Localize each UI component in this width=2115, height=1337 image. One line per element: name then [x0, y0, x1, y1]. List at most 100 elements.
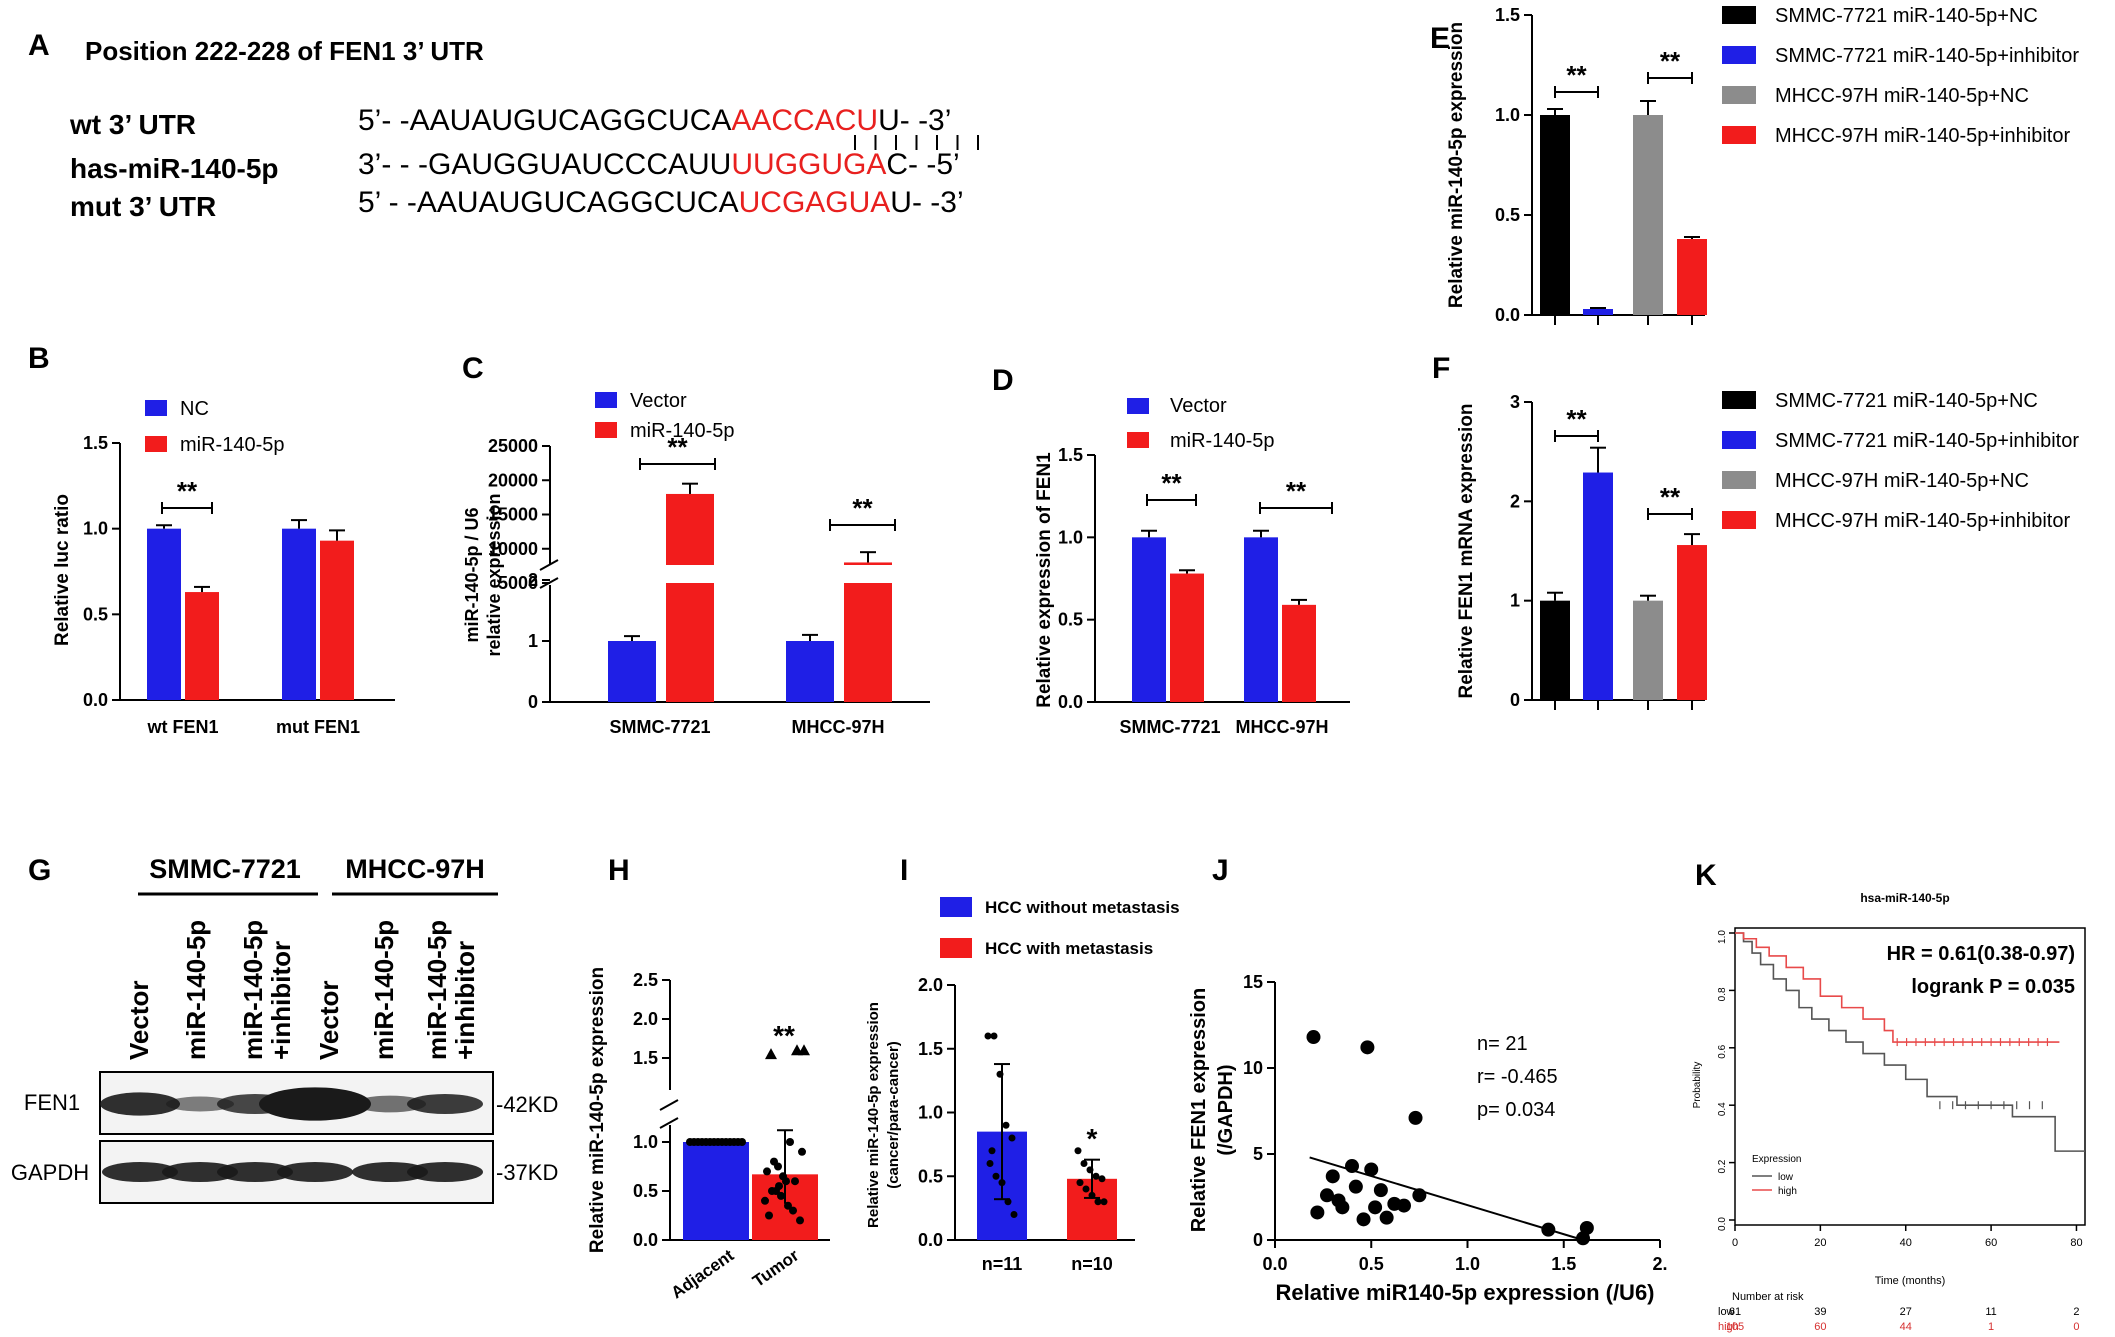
- panelH-point: [798, 1044, 810, 1056]
- panelE-bar: [1540, 115, 1570, 315]
- panelC-ticklabel: 10000: [488, 539, 538, 559]
- panelD-sig-stars: **: [1286, 476, 1307, 506]
- panel-letter-K: K: [1695, 859, 1717, 892]
- panelJ-stat: p= 0.034: [1477, 1099, 1555, 1121]
- panelK-hr: HR = 0.61(0.38-0.97): [1887, 943, 2075, 965]
- panelJ-point: [1319, 1188, 1334, 1203]
- panelK-xticklabel: 80: [2070, 1237, 2082, 1249]
- panelJ-xticklabel: 0.0: [1262, 1254, 1287, 1274]
- panelK-ylabel: Probability: [1692, 1062, 1703, 1109]
- panelC-bar: [786, 641, 834, 702]
- panelI-y-ticklabel: 2.0: [918, 975, 943, 995]
- panelD-legend-swatch: [1127, 398, 1149, 414]
- panelF-y-ticklabel: 3: [1510, 392, 1520, 412]
- panelH-bar: [683, 1142, 749, 1240]
- panelH-ticklabel: 0.0: [633, 1230, 658, 1250]
- panelF-legend-label: MHCC-97H miR-140-5p+inhibitor: [1775, 510, 2070, 532]
- panelH-ticklabel: 2.5: [633, 970, 658, 990]
- panelC-legend-label: miR-140-5p: [630, 420, 734, 442]
- panelG-band-GAPDH: [162, 1162, 238, 1182]
- panelC-bar: [608, 641, 656, 702]
- panelJ-xticklabel: 2.: [1652, 1254, 1667, 1274]
- panelF-bar: [1633, 600, 1663, 700]
- panelF-y-ticklabel: 1: [1510, 591, 1520, 611]
- panelD-legend-label: Vector: [1170, 395, 1227, 417]
- panelE-bar: [1633, 115, 1663, 315]
- panelH-ticklabel: 2.0: [633, 1009, 658, 1029]
- panelE-y-ticklabel: 1.5: [1495, 5, 1520, 25]
- panelE-legend-label: MHCC-97H miR-140-5p+inhibitor: [1775, 125, 2070, 147]
- panelC-legend-swatch: [595, 422, 617, 438]
- panelD-y-ticklabel: 1.0: [1058, 527, 1083, 547]
- panelF-sig-stars: **: [1660, 482, 1681, 512]
- panelB-y-ticklabel: 1.0: [83, 519, 108, 539]
- panelI-point: [1008, 1134, 1016, 1142]
- panelH-point: [761, 1196, 769, 1205]
- panelA-sequence: 5’- -AAUAUGUCAGGCUCAAACCACUU- -3’: [358, 104, 951, 137]
- panelK-risk-value: 39: [1814, 1306, 1826, 1318]
- panelI-point: [990, 1032, 998, 1040]
- panelK-logrank: logrank P = 0.035: [1911, 976, 2075, 998]
- panelC-ticklabel: 25000: [488, 436, 538, 456]
- panelJ-point: [1396, 1198, 1411, 1213]
- panelE-y-ticklabel: 1.0: [1495, 105, 1520, 125]
- panelB-y-ticklabel: 0.0: [83, 690, 108, 710]
- panelF-legend-label: MHCC-97H miR-140-5p+NC: [1775, 470, 2029, 492]
- panelK-legend-label: high: [1778, 1186, 1797, 1197]
- panelB-xticklabel: wt FEN1: [146, 717, 218, 737]
- panelJ-ylabel: (/GAPDH): [1215, 1064, 1237, 1155]
- panelA-title: Position 222-228 of FEN1 3’ UTR: [85, 36, 484, 66]
- panelE-legend-swatch: [1722, 126, 1756, 144]
- panelJ-point: [1373, 1183, 1388, 1198]
- panelI-point: [1004, 1198, 1012, 1206]
- panelJ-y-ticklabel: 15: [1243, 972, 1263, 992]
- panelK-xticklabel: 0: [1732, 1237, 1738, 1249]
- panelE-sig-stars: **: [1660, 46, 1681, 76]
- panelH-xticklabel: Tumor: [749, 1245, 802, 1290]
- panelB-legend-label: miR-140-5p: [180, 434, 284, 456]
- panelH-axis-break: [659, 1117, 679, 1129]
- panelE-ylabel: Relative miR-140-5p expression: [1446, 22, 1467, 308]
- panelK-curve-high: [1735, 932, 2060, 1043]
- panelC-legend-swatch: [595, 392, 617, 408]
- panelC-xticklabel: SMMC-7721: [609, 717, 710, 737]
- panelC-sig-stars: **: [852, 493, 873, 523]
- panelG-group-label: MHCC-97H: [345, 854, 485, 884]
- panelH-point: [738, 1138, 746, 1146]
- panelE-legend-label: SMMC-7721 miR-140-5p+inhibitor: [1775, 45, 2079, 67]
- panelD-y-ticklabel: 0.0: [1058, 692, 1083, 712]
- panelD-y-ticklabel: 1.5: [1058, 445, 1083, 465]
- panelG-lane-label: miR-140-5p: [369, 920, 399, 1060]
- panelG-protein-label: GAPDH: [11, 1160, 89, 1185]
- panelK-risk-value: 1: [1988, 1321, 1994, 1333]
- panelF-sig-stars: **: [1566, 404, 1587, 434]
- panelH-ticklabel: 1.5: [633, 1048, 658, 1068]
- panelI-point: [1002, 1121, 1010, 1129]
- panelB-legend-swatch: [145, 436, 167, 452]
- panelB-bar: [185, 592, 219, 700]
- panelI-ylabel: Relative miR-140-5p expression: [865, 1002, 882, 1228]
- panelC-xticklabel: MHCC-97H: [791, 717, 884, 737]
- panelF-bar: [1583, 472, 1613, 700]
- panelJ-point: [1379, 1210, 1394, 1225]
- panelF-legend-label: SMMC-7721 miR-140-5p+inhibitor: [1775, 430, 2079, 452]
- panel-letter-E: E: [1430, 22, 1450, 55]
- panelC-bar: [666, 493, 714, 565]
- panelK-risk-value: 0: [2073, 1321, 2079, 1333]
- panelC-ticklabel: 20000: [488, 470, 538, 490]
- panelG-lane-label: +inhibitor: [266, 941, 296, 1060]
- panelI-point: [1088, 1191, 1096, 1199]
- panelJ-xlabel: Relative miR140-5p expression (/U6): [1275, 1280, 1654, 1305]
- panelK-xticklabel: 40: [1900, 1237, 1912, 1249]
- panelA-row-label: mut 3’ UTR: [70, 191, 216, 222]
- panelB-sig-stars: **: [177, 476, 198, 506]
- panel-letter-B: B: [28, 342, 50, 375]
- panelH-point: [786, 1138, 794, 1146]
- panelH-point: [765, 1211, 773, 1220]
- panelI-point: [1080, 1160, 1088, 1167]
- panelF-y-ticklabel: 0: [1510, 690, 1520, 710]
- panelE-legend-swatch: [1722, 46, 1756, 64]
- panelK-risk-value: 44: [1900, 1321, 1912, 1333]
- panelJ-y-ticklabel: 5: [1253, 1144, 1263, 1164]
- panelJ-point: [1306, 1030, 1321, 1045]
